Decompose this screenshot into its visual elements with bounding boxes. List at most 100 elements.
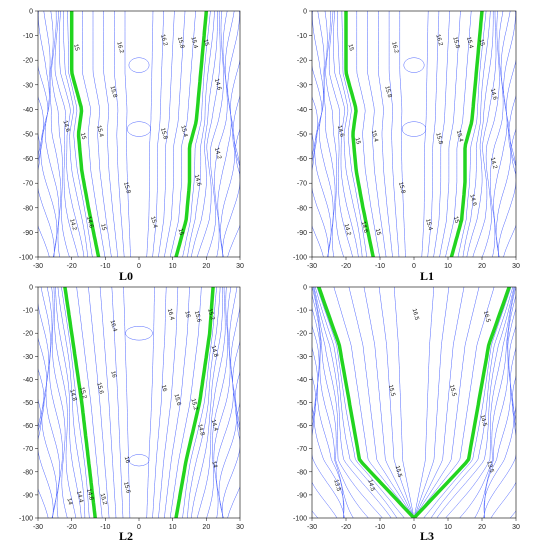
contour-line: [348, 287, 415, 518]
contour-line: [466, 11, 494, 257]
contour-label: 15: [177, 228, 185, 237]
y-tick-label: -70: [297, 181, 307, 188]
contour-label: 14: [66, 498, 74, 507]
contour-label: 16.5: [482, 310, 491, 323]
contour-line: [152, 11, 164, 257]
contour-label: 14.6: [61, 120, 70, 133]
contour-line: [483, 307, 516, 518]
contour-line: [462, 11, 491, 257]
contour-line: [472, 11, 497, 257]
contour-line: [57, 287, 86, 518]
contour-line: [312, 375, 338, 518]
contour-line: [445, 11, 472, 257]
x-tick-label: 10: [444, 524, 452, 531]
contour-label: 15.8: [176, 36, 185, 49]
contour-label: 15.8: [109, 86, 118, 99]
contour-line: [49, 11, 62, 257]
contour-label: 15: [202, 39, 210, 48]
x-tick-label: -20: [67, 524, 77, 531]
y-tick-label: -10: [23, 33, 33, 40]
contour-line: [515, 164, 516, 180]
contour-label: 14.6: [213, 78, 222, 91]
x-tick-label: -20: [341, 263, 351, 270]
contour-line: [191, 11, 218, 257]
contour-label: 14.6: [193, 174, 202, 187]
contour-line: [312, 294, 354, 518]
contour-label: 15.5: [387, 384, 396, 397]
contour-label: 14.2: [68, 218, 77, 231]
contour-line: [99, 287, 117, 518]
panel-title: L0: [119, 269, 133, 283]
contour-label: 14.5: [479, 414, 488, 427]
contour-line: [413, 287, 495, 518]
contour-label: 14.6: [85, 216, 94, 229]
contour-line: [38, 368, 49, 518]
y-tick-label: -50: [23, 132, 33, 139]
contour-line: [227, 11, 240, 257]
contour-line: [38, 11, 58, 257]
highlight-contour-15: [63, 287, 97, 518]
y-tick-label: -20: [23, 331, 33, 338]
contour-line: [82, 11, 106, 257]
contour-line: [433, 11, 450, 257]
y-tick-label: -60: [23, 156, 33, 163]
contour-line: [158, 287, 179, 518]
x-tick-label: -10: [375, 524, 385, 531]
contour-label: 14.4: [210, 419, 219, 432]
highlight-contour-15: [317, 287, 416, 518]
contour-line: [58, 11, 85, 257]
contour-line: [111, 287, 124, 518]
y-tick-label: -80: [23, 205, 33, 212]
contour-line: [114, 11, 125, 257]
contour-label: 15.4: [424, 218, 433, 231]
contour-loop: [401, 121, 427, 137]
contour-line: [481, 11, 500, 257]
contour-line: [61, 287, 90, 518]
contour-line: [356, 11, 380, 257]
y-tick-label: -90: [297, 492, 307, 499]
highlight-contour-15: [69, 11, 101, 257]
contour-line: [191, 287, 223, 518]
contour-line: [76, 287, 103, 518]
x-tick-label: 0: [137, 263, 141, 270]
contour-line: [164, 287, 190, 518]
contour-line: [92, 11, 112, 257]
contour-label: 16: [109, 371, 117, 380]
contour-line: [325, 11, 344, 257]
y-tick-label: -20: [297, 331, 307, 338]
contour-label: 16.2: [390, 41, 399, 54]
contour-label: 14.6: [489, 88, 498, 101]
contour-line: [187, 287, 221, 518]
contour-loop: [128, 57, 150, 73]
contour-line: [214, 11, 228, 257]
contour-label: 16.4: [109, 320, 118, 333]
contour-line: [313, 287, 392, 518]
contour-line: [146, 287, 155, 518]
contour-line: [378, 287, 415, 518]
contour-line: [236, 401, 240, 441]
contour-line: [413, 287, 465, 518]
y-tick-label: -100: [19, 255, 33, 262]
contour-label: 15.8: [122, 181, 131, 194]
contour-line: [235, 11, 240, 176]
y-tick-label: -50: [297, 132, 307, 139]
contour-line: [239, 436, 240, 446]
contour-line: [239, 164, 240, 180]
contour-line: [328, 11, 353, 257]
contour-line: [413, 287, 450, 518]
contour-line: [503, 11, 516, 257]
y-tick-label: -90: [297, 230, 307, 237]
contour-label: 15.8: [434, 132, 443, 145]
contour-line: [222, 340, 240, 518]
x-tick-label: 20: [202, 524, 210, 531]
x-tick-label: 0: [412, 524, 416, 531]
contour-label: 16.2: [159, 34, 168, 47]
contour-line: [436, 287, 515, 518]
contour-label: 13.5: [332, 479, 341, 492]
contour-line: [457, 11, 487, 257]
contour-line: [427, 11, 440, 257]
contour-label: 15: [452, 216, 460, 225]
y-tick-label: -50: [23, 400, 33, 407]
contour-line: [316, 287, 405, 518]
y-tick-label: -80: [297, 205, 307, 212]
